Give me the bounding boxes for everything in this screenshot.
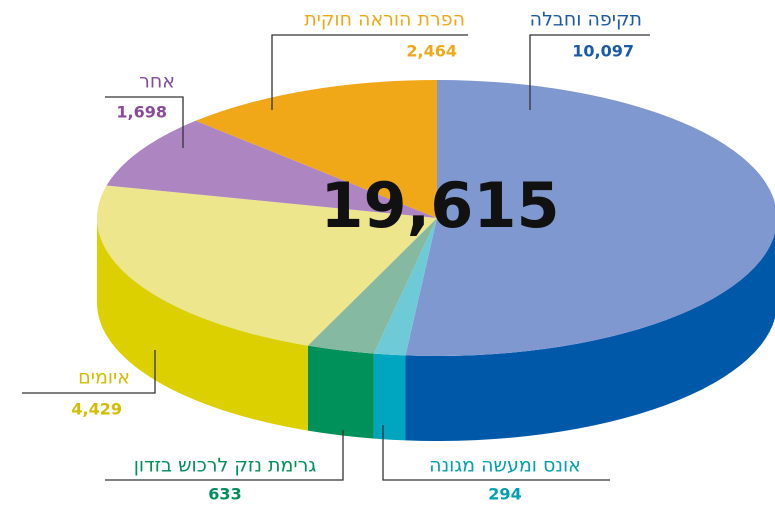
leader-line bbox=[105, 96, 184, 148]
pie-slice bbox=[195, 80, 437, 218]
slice-label: תקיפה וחבלה bbox=[530, 9, 642, 31]
total-label: 19,615 bbox=[320, 169, 559, 242]
slice-label: איומים bbox=[78, 367, 130, 389]
pie-side bbox=[405, 232, 775, 441]
slice-label: אחר bbox=[139, 71, 175, 93]
pie-slice bbox=[97, 185, 437, 346]
pie-side bbox=[373, 353, 406, 441]
pie-tops bbox=[97, 80, 775, 356]
pie-slice bbox=[307, 218, 437, 354]
pie-slice bbox=[405, 80, 775, 356]
labels: תקיפה וחבלה 10,097 אונס ומעשה מגונה 294 גרימ… bbox=[22, 9, 650, 504]
pie-slice bbox=[373, 218, 437, 356]
slice-label: גרימת נזק לרכוש בזדון bbox=[134, 455, 317, 477]
leader-line bbox=[271, 34, 468, 110]
pie-side bbox=[307, 345, 374, 439]
slice-label: הפרת הוראה חוקית bbox=[304, 9, 465, 31]
leader-line bbox=[382, 425, 610, 481]
value-label: 2,464 bbox=[406, 42, 457, 61]
value-label: 294 bbox=[488, 485, 521, 504]
slice-label: אונס ומעשה מגונה bbox=[429, 455, 581, 477]
pie-slice bbox=[106, 120, 438, 218]
pie-sides bbox=[96, 218, 775, 441]
leader-line bbox=[22, 350, 156, 394]
leader-line bbox=[529, 34, 650, 110]
value-label: 633 bbox=[208, 485, 241, 504]
pie-side bbox=[96, 218, 308, 431]
value-label: 10,097 bbox=[572, 42, 634, 61]
value-label: 1,698 bbox=[116, 103, 167, 122]
value-label: 4,429 bbox=[71, 400, 122, 419]
leader-line bbox=[105, 430, 344, 481]
